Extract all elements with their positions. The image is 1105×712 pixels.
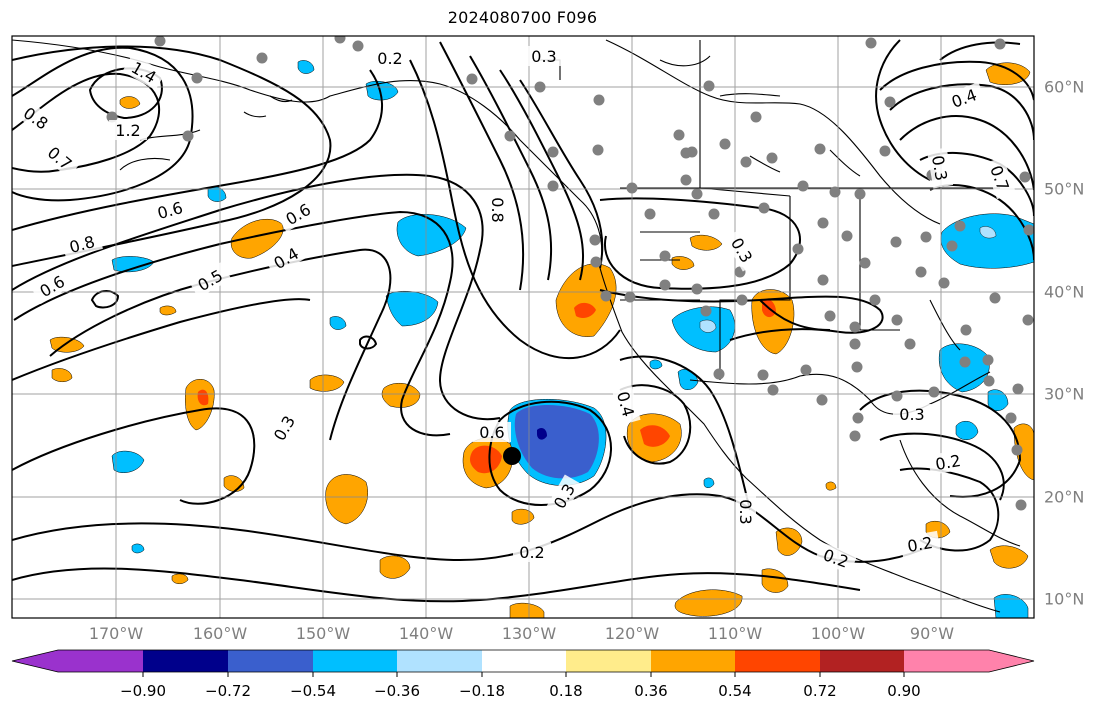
contour-label: 0.6	[155, 198, 185, 223]
contour-label-background	[149, 195, 191, 225]
colorbar-segment	[482, 650, 566, 672]
storm-center-marker	[503, 447, 521, 465]
contour-label-background	[736, 493, 756, 531]
lon-label-140w: 140°W	[398, 624, 454, 643]
contour-label: 0.2	[377, 49, 402, 68]
contour-label-background	[14, 98, 58, 138]
contour-label-background	[899, 530, 941, 558]
contour-label-background	[30, 267, 74, 305]
contour-label-background	[525, 46, 563, 66]
lat-label-10n: 10°N	[1044, 589, 1085, 609]
contour-label-background	[61, 229, 103, 259]
contour-label: 0.3	[899, 405, 924, 424]
colorbar-tick-label: 0.36	[634, 682, 668, 700]
contour-label: 0.8	[488, 197, 507, 222]
colorbar-tick-label: 0.54	[718, 682, 752, 700]
contour-label: 0.2	[906, 533, 934, 556]
contour-label-background	[276, 195, 320, 233]
colorbar-segment	[58, 650, 143, 672]
lat-label-30n: 30°N	[1044, 384, 1085, 404]
lon-label-110w: 110°W	[707, 624, 763, 643]
colorbar-tick-label: −0.90	[120, 682, 166, 700]
colorbar-segment	[313, 650, 397, 672]
contour-label-background	[264, 239, 308, 277]
lat-label-40n: 40°N	[1044, 282, 1085, 302]
lon-label-130w: 130°W	[501, 624, 557, 643]
colorbar-extend-max	[989, 650, 1034, 672]
colorbar-extend-min	[12, 650, 58, 672]
colorbar-tick-label: 0.72	[803, 682, 837, 700]
contour-label-background	[473, 422, 511, 442]
contour-label-background	[39, 138, 81, 178]
colorbar-segment	[397, 650, 482, 672]
contour-label-background	[513, 542, 551, 562]
colorbar-tick-label: −0.18	[459, 682, 505, 700]
grid-lines	[12, 36, 1034, 618]
station-markers	[106, 36, 1034, 511]
colorbar-tick-label: 0.18	[549, 682, 583, 700]
colorbar-outline	[11, 649, 1035, 673]
lon-label-170w: 170°W	[88, 624, 144, 643]
contour-label: 0.2	[519, 543, 544, 562]
map-title: 2024080700 F096	[447, 8, 598, 27]
map-frame	[11, 35, 1035, 619]
contour-label-background	[893, 404, 931, 424]
contour-label-background	[984, 156, 1016, 200]
lon-label-100w: 100°W	[810, 624, 866, 643]
colorbar-segment	[904, 650, 989, 672]
lon-label-160w: 160°W	[192, 624, 248, 643]
lat-label-20n: 20°N	[1044, 487, 1085, 507]
contour-label: 0.6	[479, 423, 504, 442]
anomaly-shading	[49, 60, 1034, 618]
contour-label-background	[371, 48, 409, 68]
contour-label-background	[122, 53, 166, 91]
colorbar-segment	[228, 650, 313, 672]
contour-label: 0.3	[928, 154, 951, 182]
lat-label-50n: 50°N	[1044, 179, 1085, 199]
contour-lines	[12, 39, 1034, 603]
lon-label-120w: 120°W	[604, 624, 660, 643]
colorbar-tick-label: −0.54	[290, 682, 336, 700]
lon-label-90w: 90°W	[909, 624, 955, 643]
colorbar-tick-label: 0.90	[887, 682, 921, 700]
colorbar-segment	[735, 650, 820, 672]
contour-label-background	[942, 82, 986, 114]
contour-label-background	[545, 474, 583, 518]
contour-label: 0.3	[531, 47, 556, 66]
lat-label-60n: 60°N	[1044, 77, 1085, 97]
colorbar-tick-label: −0.36	[374, 682, 420, 700]
contour-label-background	[488, 191, 508, 229]
contour-label: 1.2	[115, 121, 140, 140]
contour-label: 0.3	[736, 499, 755, 524]
contour-label-background	[926, 147, 954, 189]
contour-label-background	[814, 542, 858, 574]
contour-label-background	[611, 383, 641, 425]
contour-label: 0.2	[934, 451, 962, 474]
colorbar-segment	[143, 650, 228, 672]
coastlines	[12, 39, 1021, 613]
lon-label-150w: 150°W	[295, 624, 351, 643]
contour-label-background	[188, 261, 232, 299]
colorbar-segment	[566, 650, 651, 672]
contour-label-background	[265, 406, 303, 450]
contour-label-background	[723, 228, 761, 272]
colorbar-tick-label: −0.72	[205, 682, 251, 700]
colorbar-segment	[651, 650, 735, 672]
colorbar-segment	[820, 650, 904, 672]
contour-label-background	[927, 448, 969, 476]
colorbar	[11, 649, 1035, 677]
contour-label-background	[109, 120, 147, 140]
